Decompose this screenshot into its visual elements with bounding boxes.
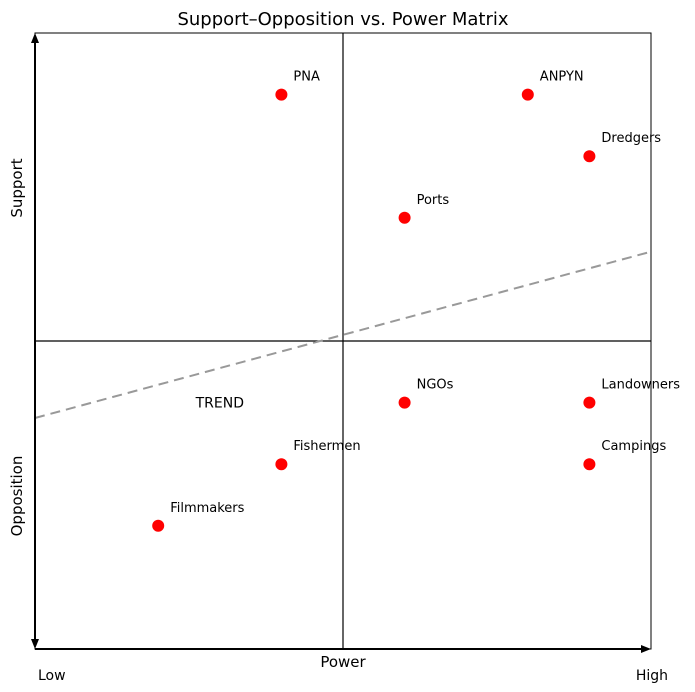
trend-label: TREND [195, 396, 244, 412]
data-point [275, 458, 288, 471]
data-point [521, 88, 534, 101]
x-axis-label: Power [320, 653, 366, 671]
point-label: Fishermen [293, 439, 360, 454]
data-points: PNA ANPYN Dredgers Ports NGOs Landowners Fishe… [152, 70, 680, 532]
data-point [398, 211, 411, 224]
data-point [583, 150, 596, 163]
point-label: Campings [601, 439, 666, 454]
x-high-label: High [636, 668, 668, 684]
y-axis-arrowhead-down [31, 639, 39, 649]
data-point [398, 396, 411, 409]
trend-line [34, 250, 652, 419]
data-point [152, 519, 165, 532]
data-point [275, 88, 288, 101]
data-point [583, 396, 596, 409]
data-point [583, 458, 596, 471]
point-label: PNA [293, 70, 320, 85]
point-label: NGOs [417, 378, 454, 393]
x-low-label: Low [38, 668, 66, 684]
y-axis-arrowhead-up [31, 33, 39, 43]
point-label: Landowners [601, 378, 680, 393]
point-label: Ports [417, 193, 450, 208]
point-label: Filmmakers [170, 501, 244, 516]
x-axis-arrowhead-right [641, 645, 651, 653]
y-axis-label-opposition: Opposition [8, 456, 26, 537]
point-label: Dredgers [601, 131, 661, 146]
point-label: ANPYN [540, 70, 584, 85]
y-axis-label-support: Support [8, 158, 26, 217]
chart-title: Support–Opposition vs. Power Matrix [177, 9, 508, 30]
